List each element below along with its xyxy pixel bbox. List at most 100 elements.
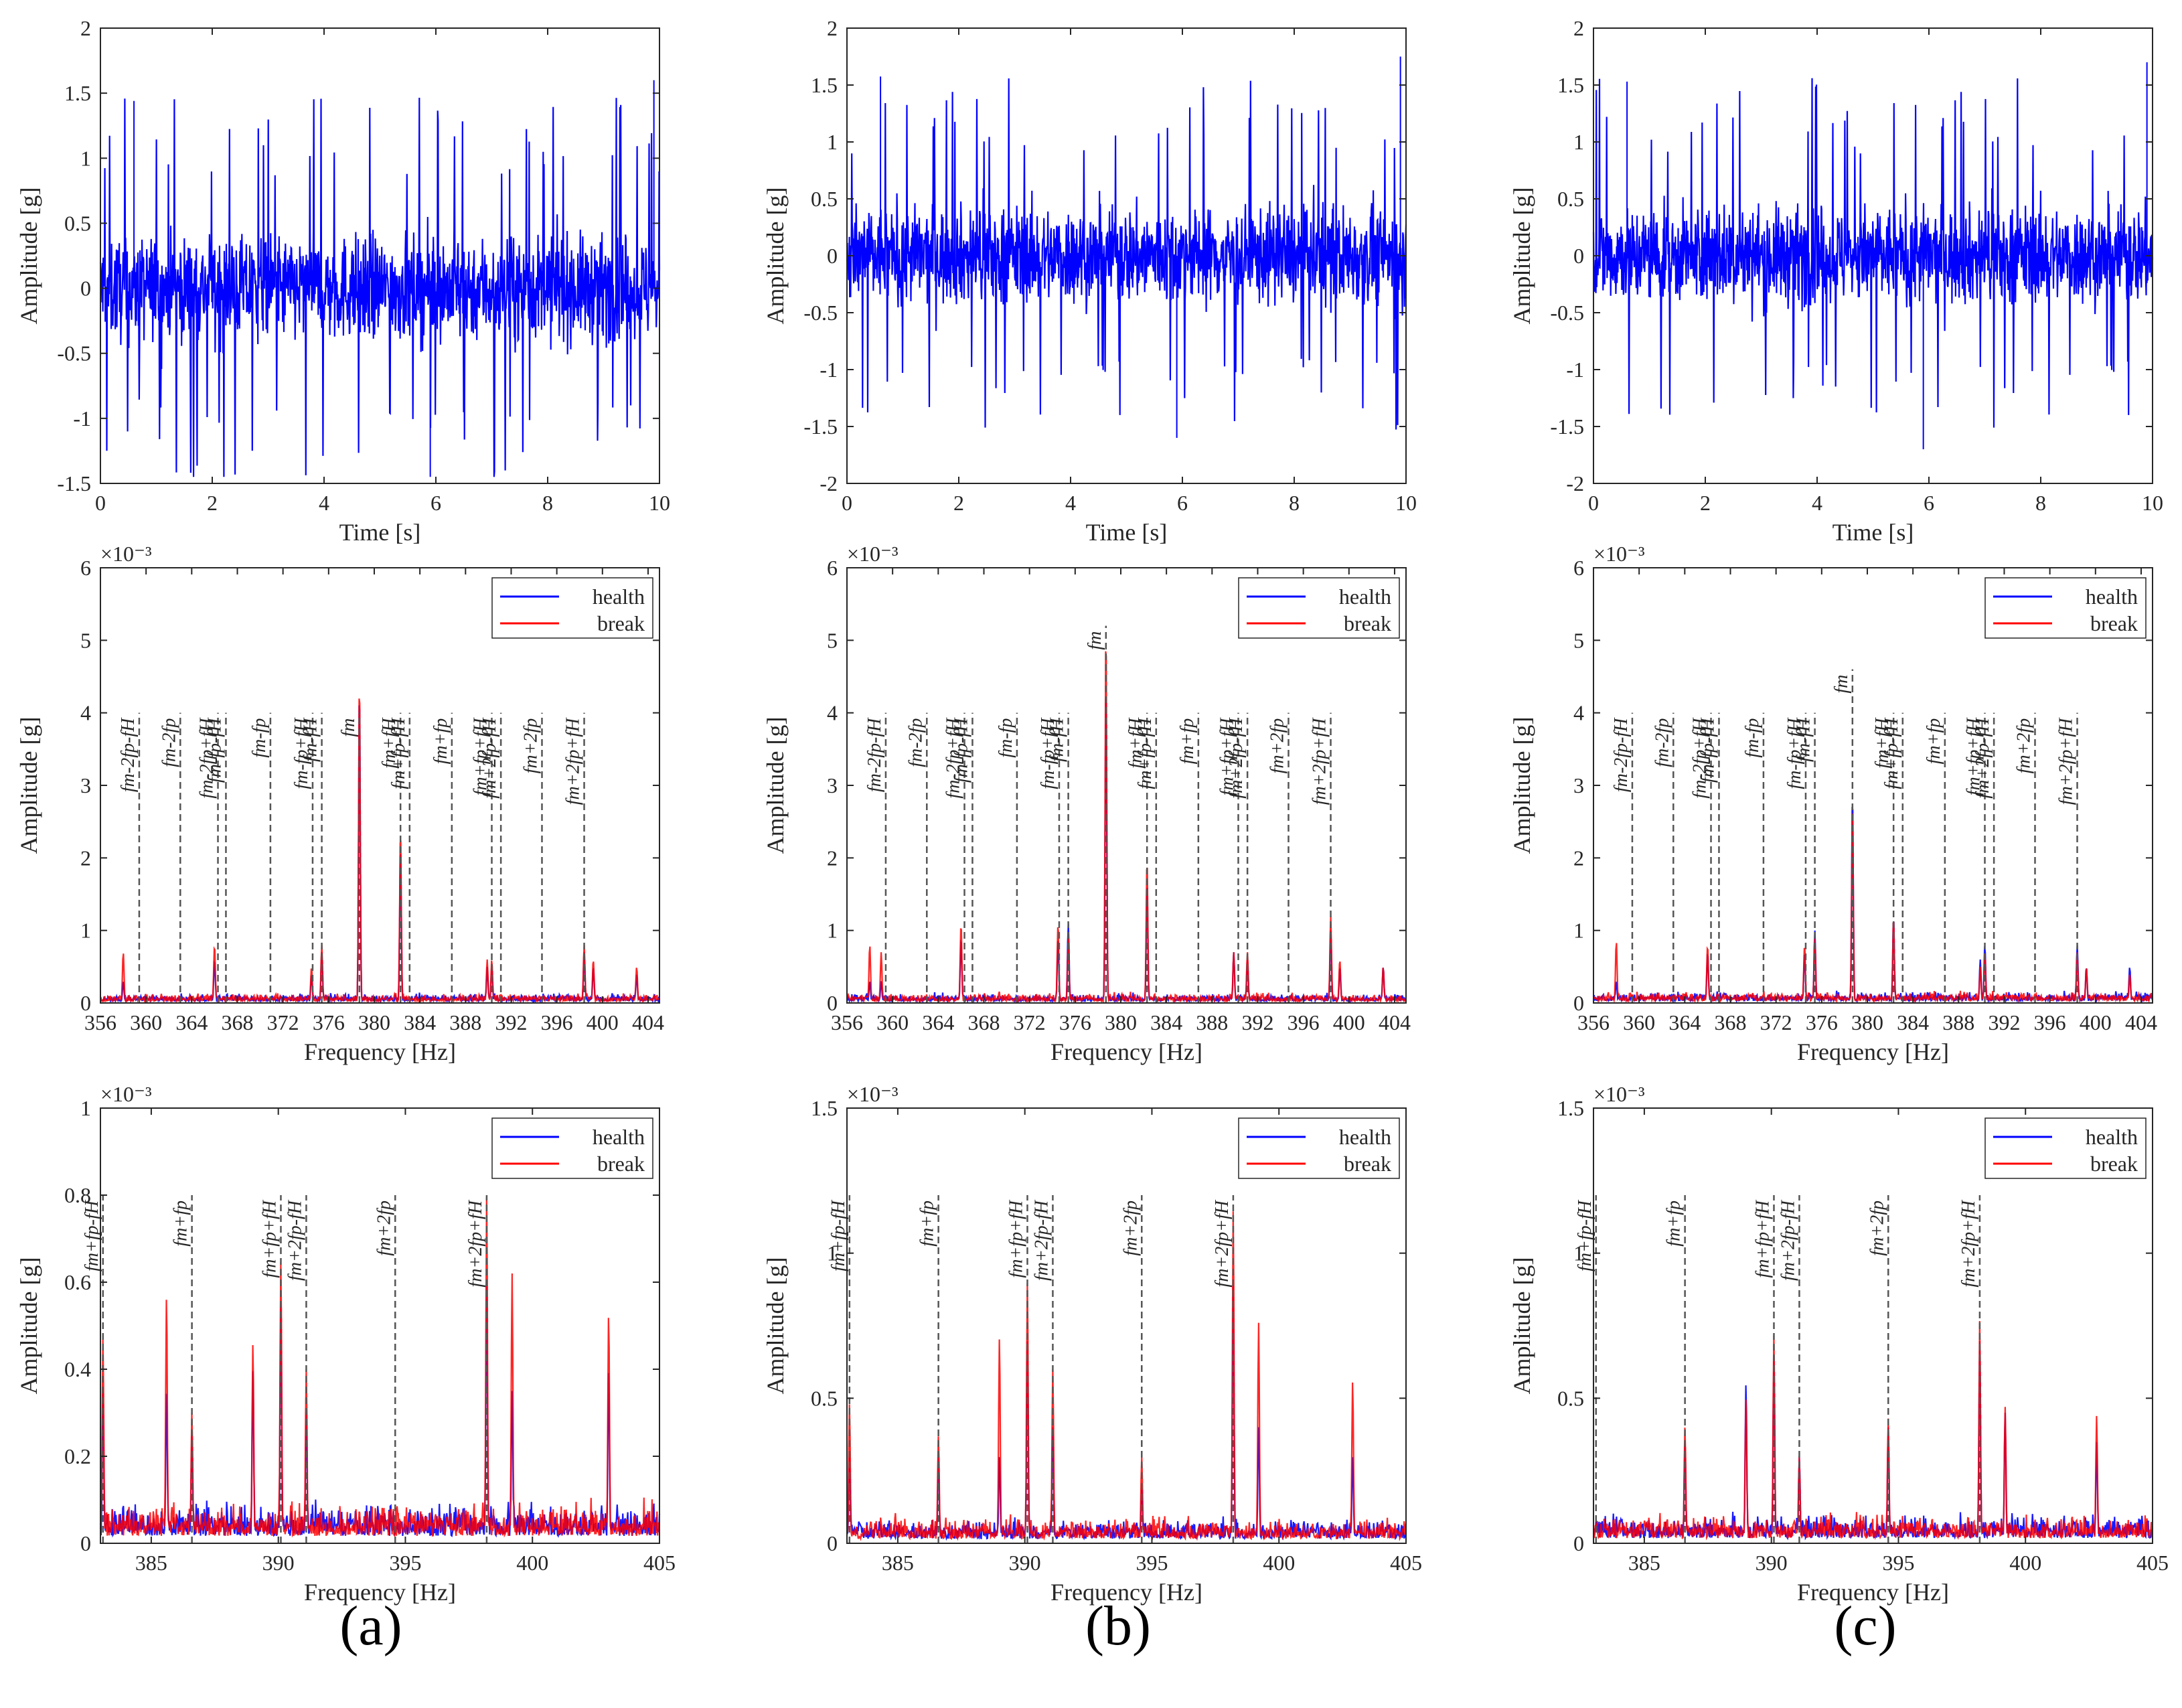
y-tick-label: 1.5 <box>64 81 91 105</box>
y-tick-label: 0.4 <box>64 1357 91 1381</box>
x-tick-label: 395 <box>1882 1551 1914 1575</box>
harmonic-marker-label: fm-fp+fH <box>291 717 312 789</box>
time-signal-line <box>1592 78 2154 428</box>
x-tick-label: 8 <box>2035 491 2046 515</box>
break-series-line <box>1592 1320 2154 1541</box>
y-tick-label: 1.5 <box>1557 73 1584 97</box>
axes-box <box>846 567 1407 1004</box>
harmonic-marker-label: fm-fp-fH <box>951 717 971 783</box>
x-tick-label: 405 <box>643 1551 676 1575</box>
x-tick-label: 396 <box>1288 1010 1320 1034</box>
harmonic-marker-label: fm-2fp-fH <box>1611 717 1632 792</box>
legend-box <box>1984 1117 2147 1179</box>
x-tick-label: 0 <box>1588 491 1599 515</box>
legend-label-health: health <box>593 1125 645 1149</box>
harmonic-marker-label: fm-2fp-fH <box>864 717 885 792</box>
y-tick-label: 0 <box>80 991 91 1015</box>
harmonic-marker-label: fm+fp <box>1924 718 1944 765</box>
x-axis-label: Time [s] <box>1086 519 1168 546</box>
break-series-line <box>99 1196 661 1538</box>
y-tick-label: -1.5 <box>1550 414 1584 439</box>
y-tick-label: -1.5 <box>57 471 91 495</box>
y-tick-label: -1 <box>1566 358 1584 382</box>
y-tick-label: 0.6 <box>64 1270 91 1294</box>
y-tick-label: 2 <box>1573 16 1584 40</box>
y-axis-label: Amplitude [g] <box>1508 1257 1535 1395</box>
legend-label-health: health <box>1339 1125 1391 1149</box>
y-exponent-label: ×10⁻³ <box>1593 1082 1645 1106</box>
harmonic-marker-label: fm-fp+fH <box>1784 717 1805 789</box>
y-tick-label: 1 <box>80 146 91 170</box>
chart-b-time: 0 2 4 6 8 10 -2 -1.5 -1 -0.5 0 0.5 1 1.5 2 Time [s] Ampl… <box>762 16 1417 546</box>
y-tick-label: -1.5 <box>803 414 838 439</box>
y-tick-label: 0 <box>827 991 838 1015</box>
harmonic-marker-label: fm+fp <box>171 1200 191 1247</box>
legend-box <box>1238 1117 1400 1179</box>
x-tick-label: 392 <box>1241 1010 1273 1034</box>
break-series-line <box>100 698 660 1004</box>
x-tick-label: 372 <box>1760 1010 1792 1034</box>
x-tick-label: 390 <box>262 1551 295 1575</box>
harmonic-marker-label: fm+2fp-fH <box>1031 1199 1052 1281</box>
y-tick-label: 0.5 <box>811 187 838 211</box>
y-tick-label: 1 <box>1573 919 1584 943</box>
x-tick-label: 380 <box>1851 1010 1883 1034</box>
y-tick-label: 5 <box>1573 628 1584 652</box>
harmonic-marker-label: fm+2fp-fH <box>1972 717 1993 799</box>
x-tick-label: 360 <box>1623 1010 1655 1034</box>
harmonic-marker-label: fm+fp-fH <box>1881 717 1902 789</box>
x-tick-label: 380 <box>1105 1010 1137 1034</box>
x-tick-label: 404 <box>2125 1010 2157 1034</box>
y-tick-label: 1.5 <box>811 73 838 97</box>
x-tick-label: 404 <box>632 1010 664 1034</box>
x-tick-label: 4 <box>319 491 329 515</box>
x-tick-label: 392 <box>1988 1010 2020 1034</box>
y-axis-label: Amplitude [g] <box>15 187 42 325</box>
axes-box <box>100 27 660 484</box>
harmonic-marker-label: fm+fp+fH <box>1964 717 1984 795</box>
legend-box <box>491 577 653 639</box>
harmonic-marker-label: fm+2fp <box>374 1200 394 1256</box>
harmonic-marker-label: fm+fp+fH <box>471 717 491 795</box>
x-axis-label: Time [s] <box>1833 519 1914 546</box>
y-tick-label: 0 <box>80 277 91 301</box>
y-tick-label: 2 <box>80 846 91 870</box>
harmonic-marker-label: fm-2fp+fH <box>197 717 218 799</box>
chart-c-zoom: fm+fp-fH fm+fp fm+fp+fH fm+2fp-fH fm+2fp fm+2… <box>1508 1082 2169 1606</box>
legend-box <box>1238 577 1400 639</box>
harmonic-marker-label: fm+2fp <box>520 718 541 774</box>
x-tick-label: 364 <box>175 1010 208 1034</box>
harmonic-marker-label: fm+2fp-fH <box>1778 1199 1798 1281</box>
y-tick-label: 4 <box>1573 701 1584 725</box>
harmonic-marker-label: fm <box>1831 675 1852 694</box>
y-tick-label: 6 <box>1573 556 1584 580</box>
y-tick-label: 4 <box>827 701 838 725</box>
harmonic-marker-label: fm-2fp-fH <box>118 717 139 792</box>
harmonic-marker-label: fm+2fp <box>1267 718 1288 774</box>
y-tick-label: 0.5 <box>1557 187 1584 211</box>
harmonic-marker-label: fm-2fp <box>1652 718 1672 767</box>
harmonic-marker-label: fm-2fp+fH <box>943 717 964 799</box>
chart-b-zoom: fm+fp-fH fm+fp fm+fp+fH fm+2fp-fH fm+2fp fm+2… <box>762 1082 1422 1606</box>
harmonic-marker-label: fm-fH <box>301 717 321 762</box>
y-tick-label: 1.5 <box>1557 1096 1584 1120</box>
harmonic-marker-label: fm+fp <box>1177 718 1198 765</box>
caption-b: (b) <box>1085 1595 1151 1657</box>
y-exponent-label: ×10⁻³ <box>100 1082 152 1106</box>
health-series-line <box>99 1283 661 1538</box>
harmonic-marker-label: fm+fp+fH <box>1752 1199 1773 1277</box>
y-tick-label: 1 <box>1573 1241 1584 1265</box>
legend-label-health: health <box>2086 1125 2138 1149</box>
harmonic-marker-label: fm <box>1085 631 1105 650</box>
y-tick-label: 3 <box>827 773 838 797</box>
x-tick-label: 6 <box>431 491 441 515</box>
x-tick-label: 10 <box>649 491 670 515</box>
x-tick-label: 390 <box>1009 1551 1041 1575</box>
harmonic-marker-label: fm+2fp <box>2013 718 2034 774</box>
legend-box <box>1984 577 2147 639</box>
x-tick-label: 376 <box>313 1010 345 1034</box>
harmonic-marker-label: fm-fp <box>1742 718 1763 758</box>
y-tick-label: 5 <box>827 628 838 652</box>
harmonic-marker-label: fm-2fp <box>159 718 179 767</box>
